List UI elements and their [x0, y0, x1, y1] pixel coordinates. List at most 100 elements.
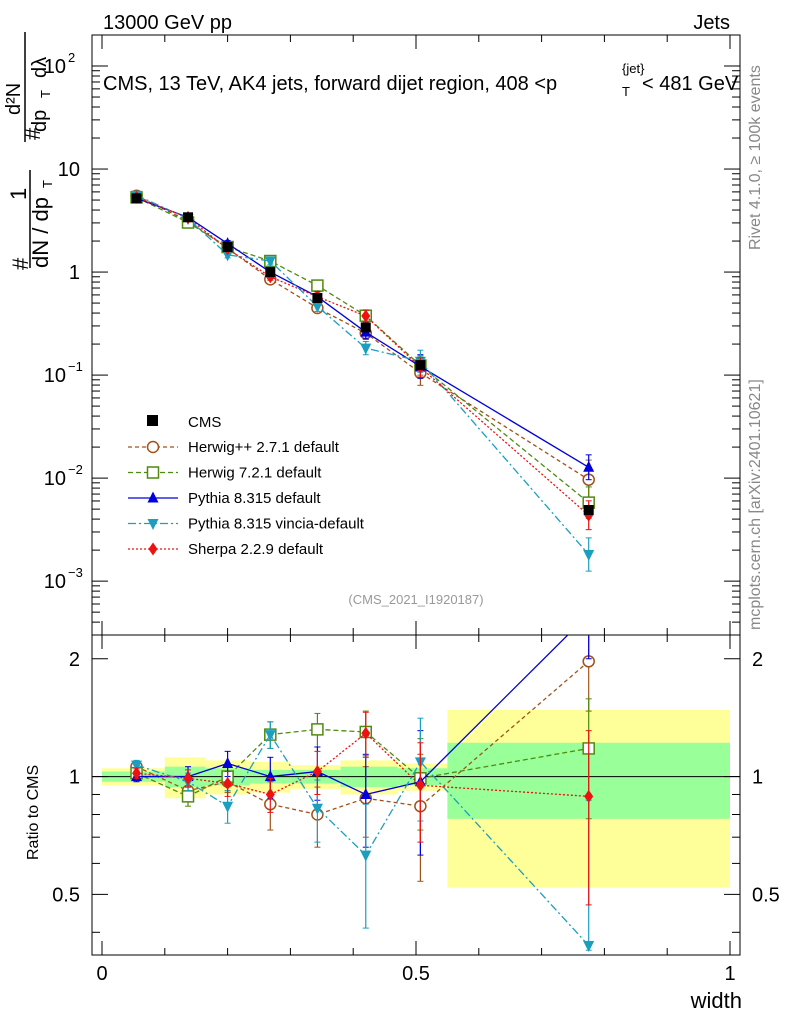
ylabel-dpt-sub: T — [38, 90, 53, 98]
series-line — [136, 196, 590, 504]
ratio-ylabel: Ratio to CMS — [25, 765, 42, 860]
ylabel-dn-sub: T — [40, 180, 55, 188]
y-tick-label-ratio-right: 2 — [752, 649, 763, 671]
series-ratio-line — [136, 728, 589, 798]
header-left: 13000 GeV pp — [103, 12, 232, 34]
cms-point — [415, 360, 426, 371]
chart-title: CMS, 13 TeV, AK4 jets, forward dijet reg… — [103, 61, 739, 99]
title-end: < 481 GeV — [642, 73, 739, 95]
ratio-point — [311, 723, 324, 736]
legend-label-4: Sherpa 2.2.9 default — [188, 541, 324, 558]
series-line — [136, 195, 590, 481]
ratio-point — [223, 777, 233, 791]
title-sub: T — [622, 84, 630, 99]
ylabel-one: 1 — [6, 188, 31, 200]
title-sup: {jet} — [622, 61, 645, 76]
cms-point — [360, 322, 371, 333]
series-main-3 — [131, 190, 595, 572]
y-tick-label-main: 10 −3 — [44, 565, 83, 593]
ratio-point — [131, 760, 143, 772]
y-tick-label-ratio-right: 1 — [752, 767, 763, 789]
ratio-point — [183, 771, 193, 785]
legend-label-cms: CMS — [188, 414, 221, 431]
y-tick-label-main: 1 — [69, 262, 80, 284]
ratio-point — [132, 766, 142, 780]
series-ratio-4 — [132, 711, 594, 906]
y-tick-exp: −3 — [68, 565, 83, 580]
legend-marker-cms — [147, 415, 158, 426]
ylabel-dn: dN / dp — [28, 197, 53, 268]
ylabel-dpt: dp — [29, 110, 51, 132]
ylabel-dlam: dλ — [29, 57, 51, 78]
series-ratio-line — [136, 635, 569, 796]
ratio-point — [360, 787, 372, 799]
ylabel-hash2: # — [20, 127, 45, 140]
cms-point — [222, 242, 233, 253]
ylabel-d2n: d²N — [3, 83, 25, 115]
x-axis-label: width — [690, 988, 742, 1013]
ratio-point — [415, 778, 425, 792]
mcplots-label: mcplots.cern.ch [arXiv:2401.10621] — [747, 379, 764, 630]
ratio-point — [361, 726, 371, 740]
cms-point — [183, 212, 194, 223]
data-point — [311, 279, 324, 292]
axis-ticks — [92, 34, 740, 955]
ratio-point — [360, 850, 372, 862]
header-right: Jets — [693, 12, 730, 34]
ratio-point — [181, 790, 195, 803]
y-tick-label-ratio: 0.5 — [52, 884, 80, 906]
legend-marker-3 — [147, 519, 159, 530]
data-point — [222, 250, 234, 262]
cms-point — [265, 267, 276, 278]
legend-label-3: Pythia 8.315 vincia-default — [188, 516, 365, 533]
y-tick-base: 10 — [58, 159, 80, 181]
cms-point — [312, 293, 323, 304]
data-point — [311, 301, 323, 313]
legend-marker-1 — [146, 466, 160, 479]
y-tick-label-main: 10 — [58, 159, 80, 181]
x-tick-label: 0.5 — [402, 963, 430, 985]
series-line — [136, 197, 590, 468]
x-tick-label: 0 — [96, 963, 107, 985]
series-line — [136, 194, 590, 555]
rivet-label: Rivet 4.1.0, ≥ 100k events — [747, 65, 764, 250]
ratio-series — [130, 608, 595, 953]
legend-label-1: Herwig 7.2.1 default — [188, 465, 322, 482]
y-tick-base: 10 — [44, 571, 66, 593]
data-point — [361, 309, 371, 323]
ratio-point — [584, 789, 594, 803]
main-ylabel: # 1 dN / dp T # d²N dp T dλ — [3, 32, 55, 270]
y-tick-base: 1 — [69, 262, 80, 284]
ylabel-hash1: # — [8, 257, 33, 270]
y-tick-exp: 2 — [68, 50, 75, 65]
series-main-2 — [131, 191, 595, 481]
series-ratio-line — [136, 732, 589, 798]
data-point — [264, 256, 276, 268]
data-point — [583, 460, 595, 472]
y-tick-base: 10 — [44, 56, 66, 78]
y-tick-label-main: 10 −2 — [44, 462, 83, 490]
analysis-label: (CMS_2021_I1920187) — [348, 592, 483, 607]
data-point — [583, 550, 595, 562]
data-point — [360, 343, 372, 355]
title-main: CMS, 13 TeV, AK4 jets, forward dijet reg… — [103, 73, 557, 95]
y-tick-label-ratio-right: 0.5 — [752, 884, 780, 906]
y-tick-exp: −1 — [68, 359, 83, 374]
ratio-point — [311, 803, 323, 815]
y-tick-base: 10 — [44, 468, 66, 490]
y-tick-label-ratio: 2 — [69, 649, 80, 671]
series-cms — [131, 193, 594, 516]
ratio-point — [583, 608, 594, 619]
y-tick-label-main: 10 −1 — [44, 359, 83, 387]
legend-marker-0 — [146, 440, 160, 454]
series-ratio-line — [136, 660, 590, 816]
ratio-point — [222, 801, 234, 813]
legend-marker-4 — [148, 542, 158, 556]
legend-label-0: Herwig++ 2.7.1 default — [188, 439, 340, 456]
ratio-point — [222, 756, 234, 768]
ratio-point — [265, 787, 275, 801]
y-tick-label-main: 10 2 — [44, 50, 75, 78]
x-tick-label: 1 — [724, 963, 735, 985]
